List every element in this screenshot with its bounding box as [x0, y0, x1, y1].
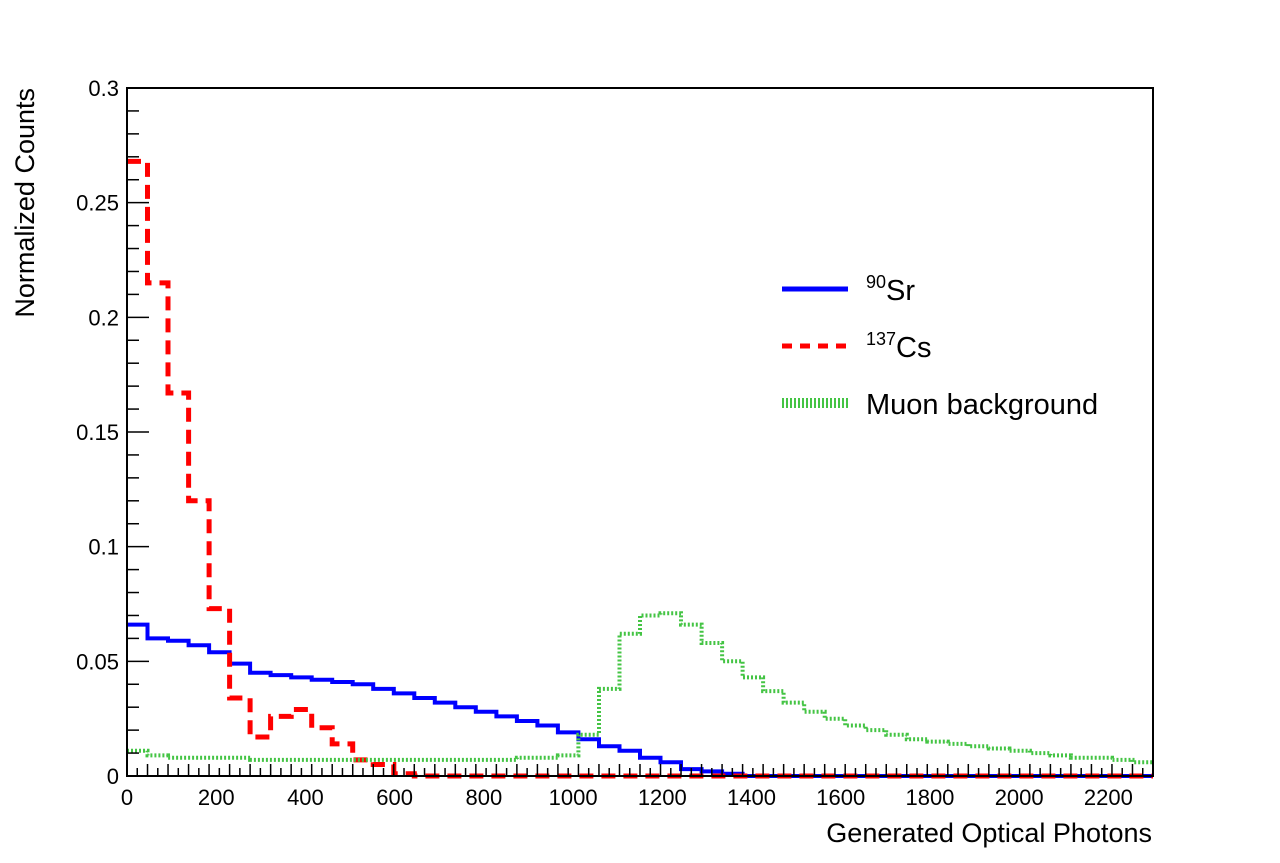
- series-layer: [127, 158, 1153, 779]
- x-tick-label: 400: [287, 785, 324, 810]
- y-tick-label: 0.2: [88, 305, 119, 330]
- y-axis: 0 0.05 0.1 0.15 0.2 0.25 0.3: [76, 76, 149, 789]
- series-line-1: [127, 158, 1153, 779]
- plot-frame: [126, 87, 1154, 777]
- x-axis-title: Generated Optical Photons: [826, 818, 1152, 848]
- legend: 90Sr 137Cs Muon background: [782, 272, 1098, 421]
- x-tick-label: 1600: [816, 785, 865, 810]
- x-tick-label: 2200: [1084, 785, 1133, 810]
- legend-label-1: 137Cs: [866, 329, 932, 364]
- x-tick-label: 600: [376, 785, 413, 810]
- y-tick-label: 0.25: [76, 191, 119, 216]
- series-line-0: [127, 622, 1153, 778]
- x-tick-label: 1200: [638, 785, 687, 810]
- x-tick-label: 1800: [905, 785, 954, 810]
- x-tick-label: 200: [198, 785, 235, 810]
- y-axis-title: Normalized Counts: [10, 88, 40, 318]
- y-tick-label: 0.3: [88, 76, 119, 101]
- y-tick-label: 0.1: [88, 535, 119, 560]
- x-tick-label: 1400: [727, 785, 776, 810]
- y-tick-label: 0.05: [76, 649, 119, 674]
- y-tick-label: 0.15: [76, 420, 119, 445]
- y-tick-label: 0: [107, 764, 119, 789]
- x-axis: 0 200 400 600 800 1000 1200 1400 1600 1800 2000 220…: [121, 754, 1154, 810]
- x-tick-label: 800: [466, 785, 503, 810]
- legend-label-0: 90Sr: [866, 272, 915, 307]
- x-tick-label: 0: [121, 785, 133, 810]
- x-tick-label: 2000: [995, 785, 1044, 810]
- legend-label-2: Muon background: [866, 389, 1098, 421]
- x-tick-label: 1000: [549, 785, 598, 810]
- series-line-2: [127, 611, 1153, 765]
